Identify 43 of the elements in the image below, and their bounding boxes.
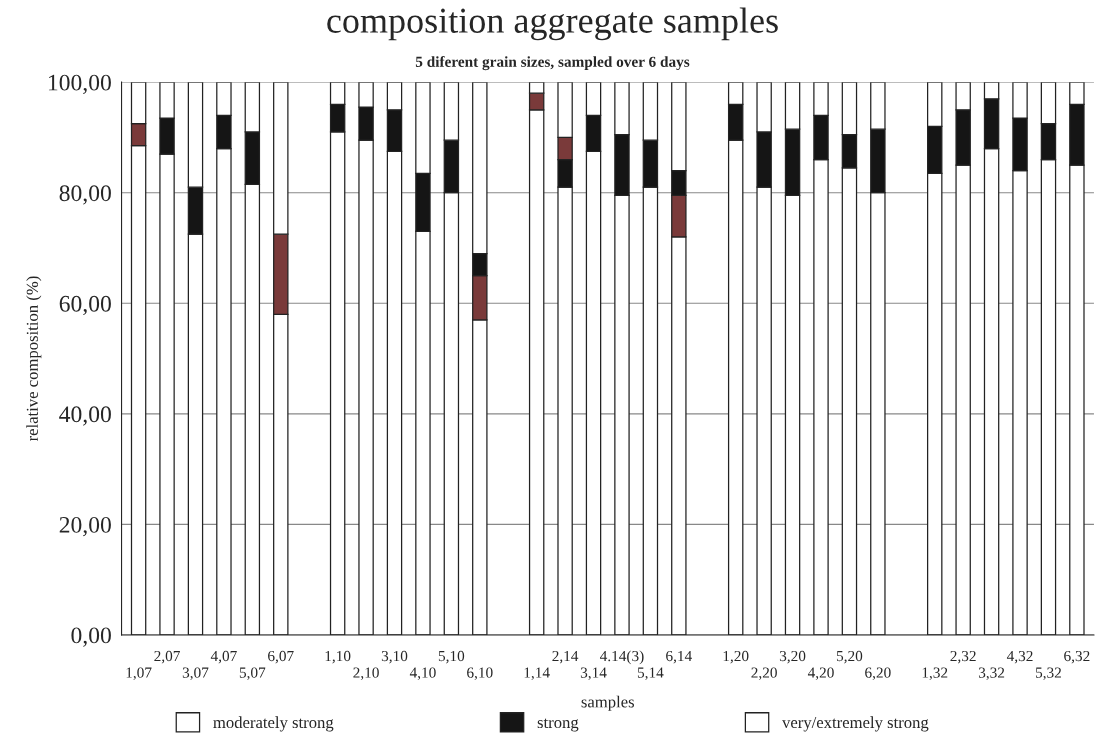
x-tick-label: 2,20 <box>751 667 777 680</box>
x-tick-label: 1,07 <box>126 667 152 680</box>
x-tick-label: 6,07 <box>268 650 294 664</box>
x-tick-label: 2,10 <box>353 667 379 680</box>
x-tick-label: 2,14 <box>552 650 579 664</box>
x-tick-label: 3,07 <box>182 667 209 680</box>
x-tick-label: 4,07 <box>210 650 237 664</box>
x-tick-label: 6,10 <box>467 667 493 680</box>
x-tick-label: 6,20 <box>865 667 891 680</box>
y-tick-label: 80,00 <box>59 185 111 205</box>
x-tick-label: 5,20 <box>836 650 863 664</box>
chart-title: composition aggregate samples <box>327 7 778 41</box>
legend-label: moderately strong <box>213 716 334 732</box>
y-tick-label: 40,00 <box>59 406 111 426</box>
x-tick-label: 4,10 <box>409 667 436 680</box>
x-tick-label: 3,14 <box>580 667 607 680</box>
x-tick-label: 6,14 <box>666 650 692 664</box>
legend-label: very/extremely strong <box>782 716 929 732</box>
x-tick-label: 5,32 <box>1035 667 1061 680</box>
y-axis-title: relative composition (%) <box>26 276 42 442</box>
x-tick-label: 4.14(3) <box>599 650 644 665</box>
x-tick-label: 3,10 <box>381 650 408 664</box>
x-tick-label: 4,32 <box>1006 650 1033 664</box>
x-tick-label: 1,10 <box>325 650 351 664</box>
y-tick-label: 0,00 <box>71 627 111 647</box>
x-tick-label: 1,32 <box>922 667 948 680</box>
x-tick-label: 5,10 <box>438 650 465 664</box>
x-tick-label: 1,14 <box>524 667 550 680</box>
x-tick-label: 3,20 <box>779 650 806 664</box>
x-tick-label: 5,07 <box>239 667 266 680</box>
x-tick-label: 6,32 <box>1064 650 1090 664</box>
y-tick-label: 60,00 <box>59 295 111 316</box>
x-axis-title: samples <box>581 695 634 711</box>
x-tick-label: 1,20 <box>723 650 749 664</box>
legend-label: strong <box>537 718 579 732</box>
x-tick-label: 2,32 <box>950 650 976 664</box>
y-tick-label: 20,00 <box>59 516 111 537</box>
x-tick-label: 2,07 <box>154 650 180 664</box>
y-tick-label: 100,00 <box>48 74 111 94</box>
x-tick-label: 4,20 <box>807 667 834 680</box>
x-tick-label: 3,32 <box>978 667 1005 680</box>
x-tick-label: 5,14 <box>637 667 664 680</box>
chart-subtitle: 5 diferent grain sizes, sampled over 6 days <box>415 56 690 71</box>
